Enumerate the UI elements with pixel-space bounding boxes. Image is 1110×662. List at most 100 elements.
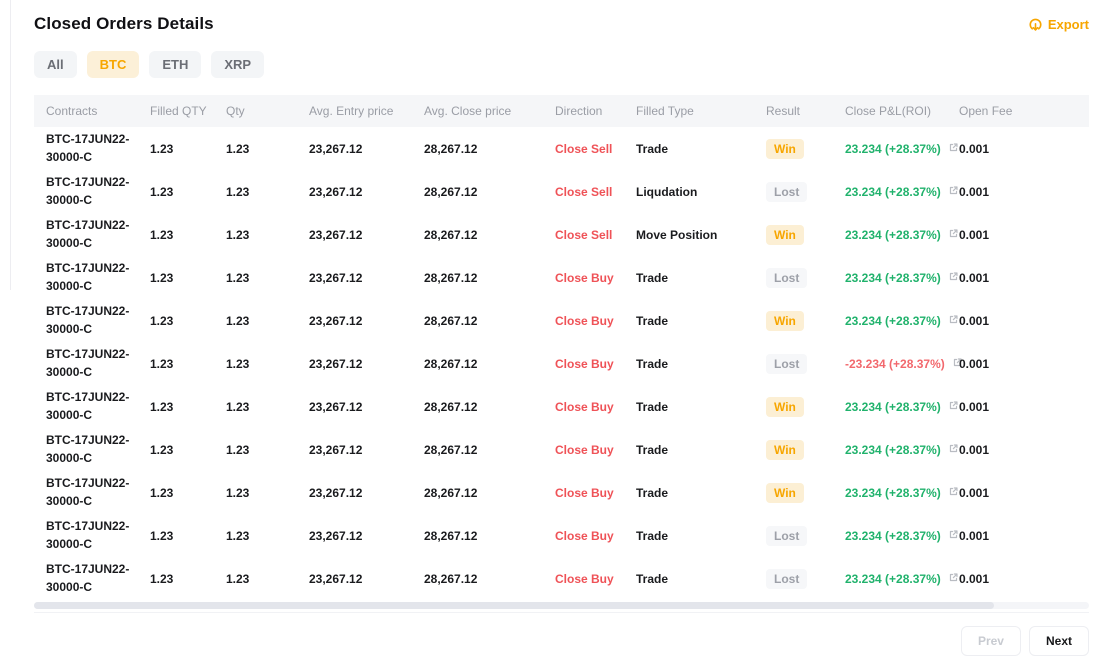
contract-cell: BTC-17JUN22-30000-C (46, 390, 130, 422)
external-link-icon[interactable] (948, 443, 959, 457)
result-cell: Win (756, 471, 835, 514)
avg-entry-price-cell: 23,267.12 (309, 184, 363, 199)
table-row: BTC-17JUN22-30000-C 1.23 1.23 23,267.12 … (34, 514, 1089, 557)
horizontal-scrollbar-thumb[interactable] (34, 602, 995, 609)
pnl-value: 23.234 (+28.37%) (845, 485, 941, 500)
filled-qty-cell: 1.23 (150, 399, 174, 414)
result-cell: Win (756, 213, 835, 256)
close-pnl-cell: 23.234 (+28.37%) (835, 299, 958, 342)
filled-qty-cell: 1.23 (150, 227, 174, 242)
column-header-open-fee: Open Fee (949, 95, 1089, 127)
direction-cell: Close Buy (555, 356, 614, 371)
open-fee-cell: 0.001 (959, 571, 990, 586)
filled-type-cell: Move Position (636, 227, 718, 242)
avg-entry-price-cell: 23,267.12 (309, 313, 363, 328)
external-link-icon[interactable] (948, 142, 959, 156)
result-badge: Lost (766, 181, 808, 202)
external-link-icon[interactable] (952, 357, 963, 371)
qty-cell: 1.23 (226, 356, 250, 371)
avg-close-price-cell: 28,267.12 (424, 399, 478, 414)
close-pnl-cell: 23.234 (+28.37%) (835, 471, 958, 514)
direction-cell: Close Buy (555, 485, 614, 500)
qty-cell: 1.23 (226, 399, 250, 414)
filled-type-cell: Trade (636, 141, 669, 156)
result-cell: Lost (756, 256, 835, 299)
close-pnl-cell: -23.234 (+28.37%) (835, 342, 962, 385)
external-link-icon[interactable] (948, 228, 959, 242)
table-row: BTC-17JUN22-30000-C 1.23 1.23 23,267.12 … (34, 213, 1089, 256)
table-row: BTC-17JUN22-30000-C 1.23 1.23 23,267.12 … (34, 127, 1089, 170)
table-row: BTC-17JUN22-30000-C 1.23 1.23 23,267.12 … (34, 557, 1089, 600)
direction-cell: Close Buy (555, 442, 614, 457)
external-link-icon[interactable] (948, 529, 959, 543)
contract-cell: BTC-17JUN22-30000-C (46, 218, 130, 250)
contract-cell: BTC-17JUN22-30000-C (46, 261, 130, 293)
column-header-avg-entry-price: Avg. Entry price (299, 95, 414, 127)
qty-cell: 1.23 (226, 270, 250, 285)
pnl-value: 23.234 (+28.37%) (845, 270, 941, 285)
external-link-icon[interactable] (948, 400, 959, 414)
external-link-icon[interactable] (948, 185, 959, 199)
tab-btc[interactable]: BTC (86, 51, 140, 78)
close-pnl-cell: 23.234 (+28.37%) (835, 127, 958, 170)
result-cell: Win (756, 385, 835, 428)
pagination: Prev Next (34, 626, 1089, 656)
table-row: BTC-17JUN22-30000-C 1.23 1.23 23,267.12 … (34, 471, 1089, 514)
result-badge: Win (766, 224, 804, 245)
export-download-icon (1028, 17, 1043, 32)
table-row: BTC-17JUN22-30000-C 1.23 1.23 23,267.12 … (34, 428, 1089, 471)
avg-close-price-cell: 28,267.12 (424, 227, 478, 242)
external-link-icon[interactable] (948, 486, 959, 500)
filled-qty-cell: 1.23 (150, 141, 174, 156)
pnl-value: 23.234 (+28.37%) (845, 184, 941, 199)
avg-close-price-cell: 28,267.12 (424, 571, 478, 586)
direction-cell: Close Sell (555, 184, 613, 199)
qty-cell: 1.23 (226, 485, 250, 500)
filled-type-cell: Trade (636, 313, 669, 328)
horizontal-scrollbar[interactable] (34, 602, 1089, 609)
pnl-value: 23.234 (+28.37%) (845, 442, 941, 457)
table-row: BTC-17JUN22-30000-C 1.23 1.23 23,267.12 … (34, 299, 1089, 342)
tab-xrp[interactable]: XRP (211, 51, 265, 78)
filled-qty-cell: 1.23 (150, 571, 174, 586)
result-badge: Lost (766, 568, 808, 589)
column-header-avg-close-price: Avg. Close price (414, 95, 545, 127)
closed-orders-table: Contracts Filled QTY Qty Avg. Entry pric… (34, 95, 1089, 600)
qty-cell: 1.23 (226, 141, 250, 156)
filled-type-cell: Trade (636, 442, 669, 457)
open-fee-cell: 0.001 (959, 313, 990, 328)
close-pnl-cell: 23.234 (+28.37%) (835, 557, 958, 600)
close-pnl-cell: 23.234 (+28.37%) (835, 514, 958, 557)
contract-cell: BTC-17JUN22-30000-C (46, 476, 130, 508)
avg-entry-price-cell: 23,267.12 (309, 485, 363, 500)
page-title: Closed Orders Details (34, 14, 214, 33)
open-fee-cell: 0.001 (959, 485, 990, 500)
export-button[interactable]: Export (1028, 17, 1089, 32)
qty-cell: 1.23 (226, 442, 250, 457)
column-header-close-pnl: Close P&L(ROI) (835, 95, 949, 127)
avg-entry-price-cell: 23,267.12 (309, 270, 363, 285)
filled-qty-cell: 1.23 (150, 485, 174, 500)
qty-cell: 1.23 (226, 227, 250, 242)
result-cell: Lost (756, 557, 835, 600)
external-link-icon[interactable] (948, 572, 959, 586)
panel-header: Closed Orders Details Export (34, 14, 1089, 34)
tab-eth[interactable]: ETH (149, 51, 202, 78)
open-fee-cell: 0.001 (959, 184, 990, 199)
prev-page-button[interactable]: Prev (960, 626, 1021, 656)
result-cell: Win (756, 299, 835, 342)
tab-all[interactable]: All (34, 51, 77, 78)
qty-cell: 1.23 (226, 528, 250, 543)
close-pnl-cell: 23.234 (+28.37%) (835, 213, 958, 256)
next-page-button[interactable]: Next (1028, 626, 1089, 656)
open-fee-cell: 0.001 (959, 141, 990, 156)
contract-cell: BTC-17JUN22-30000-C (46, 562, 130, 594)
external-link-icon[interactable] (948, 271, 959, 285)
contract-cell: BTC-17JUN22-30000-C (46, 304, 130, 336)
column-header-direction: Direction (545, 95, 626, 127)
pnl-value: 23.234 (+28.37%) (845, 227, 941, 242)
close-pnl-cell: 23.234 (+28.37%) (835, 428, 958, 471)
result-badge: Win (766, 482, 804, 503)
filled-qty-cell: 1.23 (150, 442, 174, 457)
external-link-icon[interactable] (948, 314, 959, 328)
